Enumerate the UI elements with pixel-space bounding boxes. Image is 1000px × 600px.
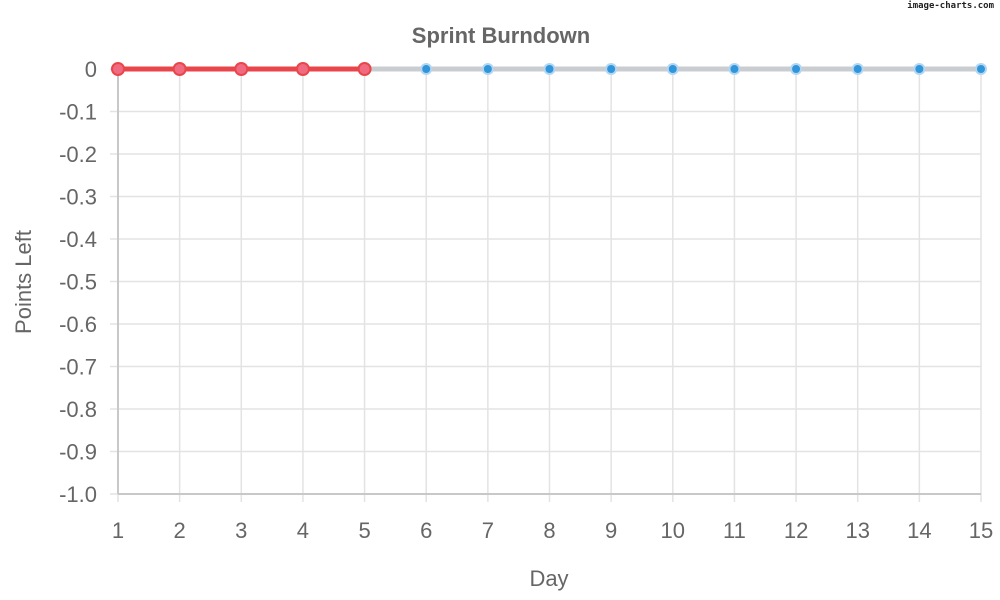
series-1 — [111, 62, 372, 76]
series-2-point — [975, 63, 987, 75]
x-tick-label: 7 — [482, 518, 494, 543]
x-tick-label: 5 — [358, 518, 370, 543]
series-2-point — [851, 63, 864, 75]
series-layer — [111, 62, 987, 76]
series-2-point — [666, 63, 679, 75]
x-tick-label: 8 — [543, 518, 555, 543]
series-1-point — [172, 62, 187, 76]
series-2-point — [420, 63, 433, 75]
series-2-point — [790, 63, 803, 75]
y-tick-label: -1.0 — [59, 482, 97, 507]
grid-lines — [110, 68, 982, 502]
series-2-point — [543, 63, 556, 75]
series-1-point — [357, 62, 372, 76]
series-1-point — [295, 62, 310, 76]
x-tick-label: 12 — [784, 518, 808, 543]
x-axis-ticks: 1 2 3 4 5 6 7 8 9 10 11 12 13 14 15 — [112, 518, 993, 543]
x-tick-label: 6 — [420, 518, 432, 543]
series-2-point — [913, 63, 926, 75]
series-2-point — [728, 63, 741, 75]
x-tick-label: 14 — [907, 518, 931, 543]
x-tick-label: 1 — [112, 518, 124, 543]
series-2-point — [481, 63, 494, 75]
chart-title: Sprint Burndown — [412, 23, 590, 48]
y-axis-ticks: 0 -0.1 -0.2 -0.3 -0.4 -0.5 -0.6 -0.7 -0.8 -0.9 -1.… — [59, 57, 97, 507]
y-tick-label: -0.1 — [59, 100, 97, 125]
y-tick-label: -0.7 — [59, 355, 97, 380]
watermark: image-charts.com — [907, 1, 994, 11]
y-tick-label: -0.5 — [59, 270, 97, 295]
x-tick-label: 15 — [969, 518, 993, 543]
series-2 — [362, 63, 987, 75]
y-tick-label: -0.4 — [59, 227, 97, 252]
x-tick-label: 10 — [661, 518, 685, 543]
x-tick-label: 9 — [605, 518, 617, 543]
y-axis-title: Points Left — [11, 230, 36, 334]
series-1-point — [111, 62, 125, 76]
y-tick-label: -0.6 — [59, 312, 97, 337]
x-tick-label: 4 — [297, 518, 309, 543]
y-tick-label: -0.8 — [59, 397, 97, 422]
series-2-point — [605, 63, 618, 75]
series-1-point — [234, 62, 249, 76]
y-tick-label: -0.2 — [59, 142, 97, 167]
x-axis-title: Day — [529, 566, 568, 591]
y-tick-label: -0.3 — [59, 185, 97, 210]
x-tick-label: 11 — [723, 518, 746, 543]
y-tick-label: -0.9 — [59, 440, 97, 465]
y-tick-label: 0 — [85, 57, 97, 82]
x-tick-label: 2 — [174, 518, 186, 543]
x-tick-label: 13 — [845, 518, 869, 543]
x-tick-label: 3 — [235, 518, 247, 543]
